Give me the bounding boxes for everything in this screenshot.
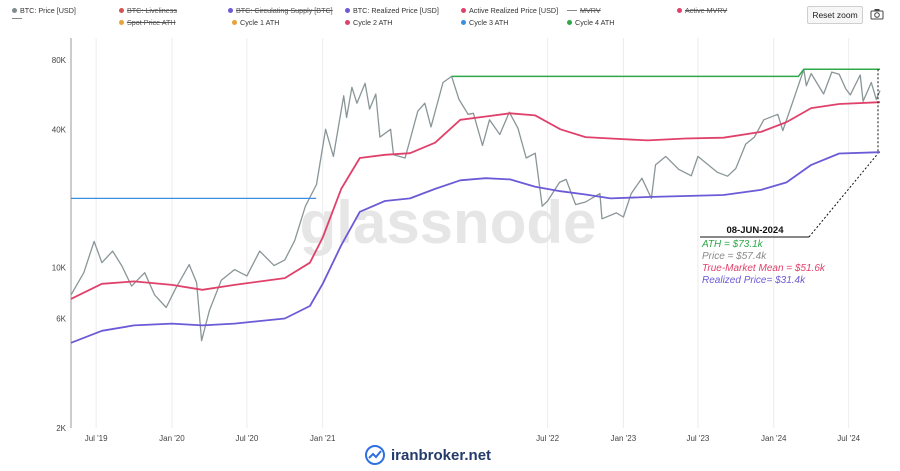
legend-item-10[interactable]: Cycle 2 ATH	[345, 18, 392, 27]
legend-marker	[12, 18, 22, 19]
legend-marker	[567, 10, 577, 11]
legend-label: Cycle 3 ATH	[469, 18, 509, 27]
y-tick-label: 40K	[52, 125, 67, 134]
legend-label: BTC: Circulating Supply [BTC]	[236, 6, 333, 15]
camera-icon[interactable]	[870, 8, 884, 20]
annotation-line: Realized Price= $31.4k	[702, 275, 806, 286]
x-tick-label: Jul '24	[837, 434, 860, 443]
legend-label: Spot Price ATH	[127, 18, 176, 27]
iranbroker-logo	[365, 445, 385, 465]
legend-item-8[interactable]: Spot Price ATH	[119, 18, 176, 27]
x-tick-label: Jan '20	[159, 434, 185, 443]
legend-item-6[interactable]: Active MVRV	[677, 6, 727, 15]
x-tick-label: Jul '19	[85, 434, 108, 443]
x-tick-label: Jul '23	[686, 434, 709, 443]
annotation-line: ATH = $73.1k	[701, 239, 764, 250]
legend-marker	[232, 20, 237, 25]
legend-label: BTC: Price [USD]	[20, 6, 76, 15]
x-tick-label: Jan '24	[761, 434, 787, 443]
series-line-btc-realized-price-usd-	[70, 151, 881, 344]
legend-marker	[677, 8, 682, 13]
legend-marker	[567, 20, 572, 25]
legend-marker	[461, 8, 466, 13]
chart-legend: BTC: Price [USD] BTC: Liveliness BTC: Circ…	[0, 0, 800, 36]
reset-zoom-button[interactable]: Reset zoom	[807, 6, 863, 24]
legend-marker	[461, 20, 466, 25]
legend-label: MVRV	[580, 6, 601, 15]
legend-label: Cycle 1 ATH	[240, 18, 280, 27]
y-tick-label: 10K	[52, 264, 67, 273]
legend-marker	[119, 8, 124, 13]
annotation-line: True-Market Mean = $51.6k	[702, 263, 826, 274]
annotation-leader-line	[808, 153, 879, 238]
legend-label: Cycle 4 ATH	[575, 18, 615, 27]
watermark: glassnode	[300, 189, 597, 256]
legend-item-12[interactable]: Cycle 4 ATH	[567, 18, 614, 27]
legend-marker	[228, 8, 233, 13]
legend-label: Active Realized Price [USD]	[469, 6, 559, 15]
legend-marker	[119, 20, 124, 25]
legend-marker	[345, 8, 350, 13]
legend-item-4[interactable]: Active Realized Price [USD]	[461, 6, 558, 15]
legend-item-3[interactable]: BTC: Realized Price [USD]	[345, 6, 439, 15]
series-line-active-realized-price-usd-	[70, 101, 881, 300]
legend-item-0[interactable]: BTC: Price [USD]	[12, 6, 76, 15]
x-tick-label: Jan '21	[310, 434, 336, 443]
series-line-btc-price-usd-	[70, 68, 881, 342]
legend-item-2[interactable]: BTC: Circulating Supply [BTC]	[228, 6, 333, 15]
y-tick-label: 6K	[56, 314, 66, 323]
annotation-line: Price = $57.4k	[702, 251, 767, 262]
series-group	[70, 68, 881, 344]
x-tick-label: Jul '20	[235, 434, 258, 443]
y-tick-label: 80K	[52, 56, 67, 65]
legend-item-1[interactable]: BTC: Liveliness	[119, 6, 177, 15]
legend-item-11[interactable]: Cycle 3 ATH	[461, 18, 508, 27]
annotation-date: 08-JUN-2024	[726, 225, 784, 236]
brand: iranbroker.net	[364, 444, 491, 466]
legend-label: Cycle 2 ATH	[353, 18, 393, 27]
legend-marker	[345, 20, 350, 25]
x-axis: Jul '19 Jan '20 Jul '20 Jan '21 Jul '22 Jan '…	[85, 434, 861, 443]
legend-marker	[12, 8, 17, 13]
legend-label: BTC: Liveliness	[127, 6, 177, 15]
legend-label: BTC: Realized Price [USD]	[353, 6, 439, 15]
legend-label: Active MVRV	[685, 6, 728, 15]
y-tick-label: 2K	[56, 424, 66, 433]
x-tick-label: Jul '22	[536, 434, 559, 443]
legend-item-7[interactable]	[12, 18, 25, 19]
x-tick-label: Jan '23	[611, 434, 637, 443]
legend-item-9[interactable]: Cycle 1 ATH	[232, 18, 279, 27]
series-line-cycle-4-ath	[451, 68, 880, 78]
legend-item-5[interactable]: MVRV	[567, 6, 601, 15]
y-axis: 2K 6K 10K 40K 80K	[52, 38, 72, 433]
brand-name: iranbroker.net	[391, 446, 492, 464]
